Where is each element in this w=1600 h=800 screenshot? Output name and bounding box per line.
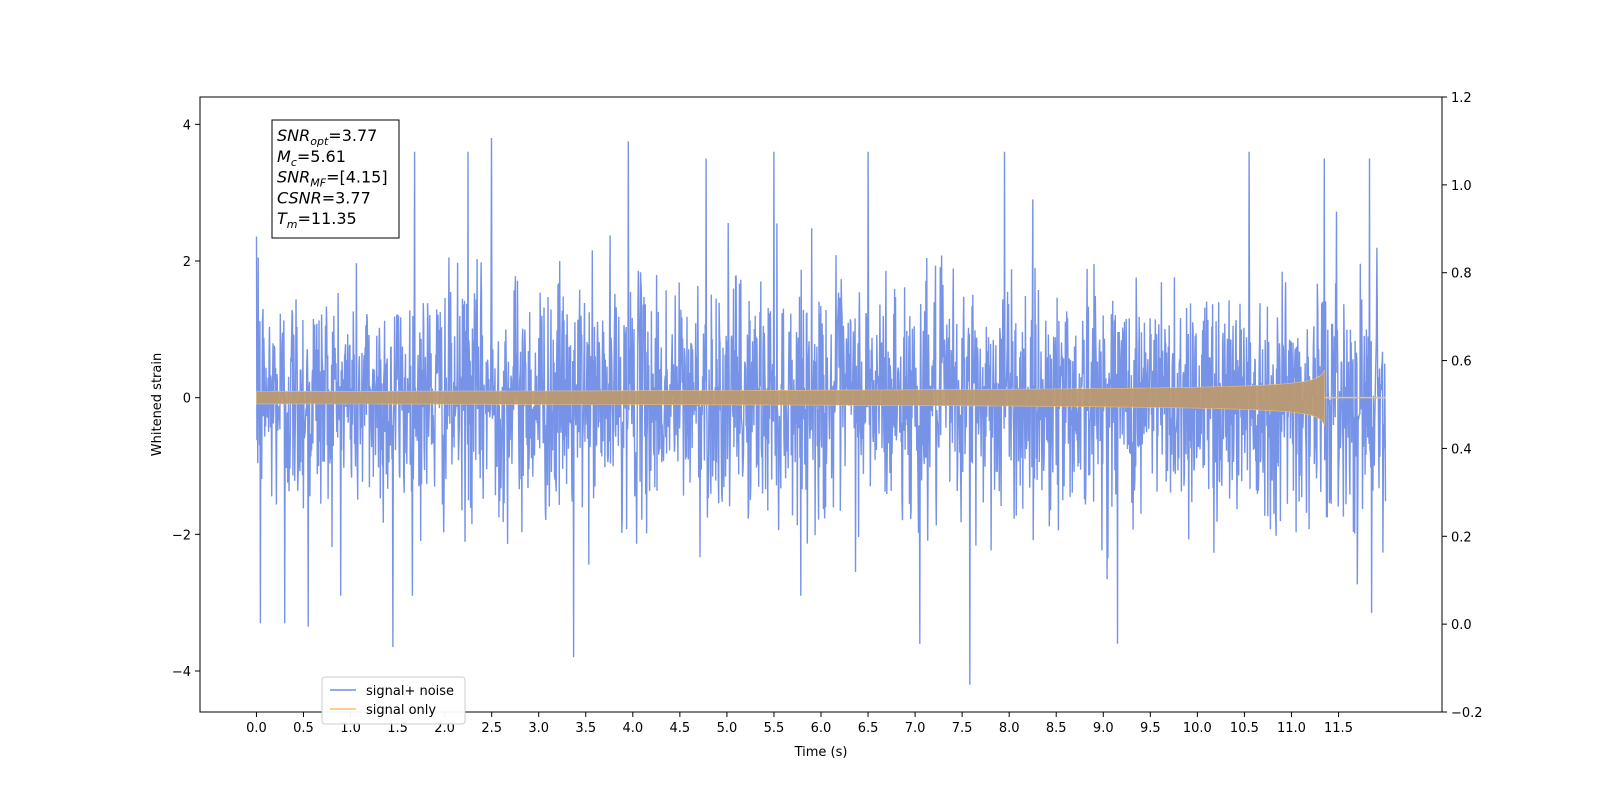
annotation-value: =[4.15]: [326, 168, 388, 187]
y2-tick-label: 0.2: [1451, 530, 1472, 545]
annotation-line: SNRopt=3.77: [277, 126, 377, 148]
x-tick-label: 11.5: [1324, 721, 1353, 736]
legend-label: signal+ noise: [366, 684, 454, 699]
annotation-subscript: m: [287, 218, 298, 231]
x-tick-label: 0.5: [293, 721, 314, 736]
annotation-symbol: CSNR: [277, 188, 322, 207]
annotation-line: CSNR=3.77: [277, 188, 371, 207]
signal-noise-line: [255, 137, 1387, 685]
x-tick-label: 0.0: [246, 721, 267, 736]
y-axis-left: −4 −2 0 2 4: [172, 118, 200, 680]
y2-tick-label: −0.2: [1451, 706, 1483, 721]
annotation-box: SNRopt=3.77Mc=5.61SNRMF=[4.15]CSNR=3.77T…: [271, 119, 400, 239]
annotation-value: =5.61: [297, 147, 346, 166]
x-tick-label: 8.0: [999, 721, 1020, 736]
y-tick-label: −4: [172, 665, 191, 680]
annotation-line: SNRMF=[4.15]: [277, 168, 388, 190]
annotation-line: Mc=5.61: [277, 147, 346, 169]
annotation-value: =3.77: [322, 188, 371, 207]
y-axis-right: −0.2 0.0 0.2 0.4 0.6 0.8 1.0 1.2: [1442, 91, 1483, 721]
y-tick-label: 4: [183, 118, 191, 133]
annotation-subscript: opt: [310, 135, 329, 148]
x-tick-label: 2.5: [481, 721, 502, 736]
series-signal-only: [256, 369, 1386, 427]
x-tick-label: 4.0: [622, 721, 643, 736]
x-tick-label: 3.0: [528, 721, 549, 736]
annotation-value: =3.77: [328, 126, 377, 145]
x-tick-label: 4.5: [670, 721, 691, 736]
x-tick-label: 7.5: [952, 721, 973, 736]
x-tick-label: 1.0: [340, 721, 361, 736]
y2-tick-label: 0.0: [1451, 618, 1472, 633]
annotation-value: =11.35: [298, 209, 357, 228]
x-tick-label: 6.0: [811, 721, 832, 736]
y2-tick-label: 0.8: [1451, 267, 1472, 282]
x-tick-label: 1.5: [387, 721, 408, 736]
series-signal-noise: [255, 137, 1387, 685]
x-tick-label: 10.0: [1183, 721, 1212, 736]
annotation-symbol: SNR: [277, 126, 310, 145]
annotation-symbol: SNR: [277, 168, 310, 187]
legend-label: signal only: [366, 703, 436, 718]
x-tick-label: 9.0: [1093, 721, 1114, 736]
signal-only-chirp: [256, 369, 1325, 427]
y-axis-label: Whitened strain: [150, 353, 165, 456]
y-tick-label: −2: [172, 528, 191, 543]
y2-tick-label: 1.2: [1451, 91, 1472, 106]
x-tick-label: 11.0: [1277, 721, 1306, 736]
legend: signal+ noise signal only: [321, 676, 466, 725]
annotation-subscript: c: [291, 156, 297, 169]
x-tick-label: 3.5: [575, 721, 596, 736]
annotation-frame: [271, 119, 400, 239]
x-axis: 0.0 0.5 1.0 1.5 2.0 2.5 3.0 3.5 4.0 4.5 5.0 5.5 6.0 6…: [246, 712, 1353, 736]
x-tick-label: 5.0: [717, 721, 738, 736]
annotation-subscript: MF: [310, 177, 326, 190]
x-axis-label: Time (s): [794, 745, 848, 760]
x-tick-label: 9.5: [1140, 721, 1161, 736]
x-tick-label: 7.0: [905, 721, 926, 736]
y-tick-label: 2: [183, 255, 191, 270]
y2-tick-label: 0.4: [1451, 442, 1472, 457]
annotation-symbol: T: [277, 209, 288, 228]
x-tick-label: 6.5: [858, 721, 879, 736]
y2-tick-label: 0.6: [1451, 355, 1472, 370]
y-tick-label: 0: [183, 392, 191, 407]
x-tick-label: 8.5: [1046, 721, 1067, 736]
legend-frame: [321, 676, 466, 725]
y2-tick-label: 1.0: [1451, 179, 1472, 194]
x-tick-label: 10.5: [1230, 721, 1259, 736]
x-tick-label: 2.0: [434, 721, 455, 736]
annotation-line: Tm=11.35: [277, 209, 357, 231]
annotation-symbol: M: [277, 147, 291, 166]
x-tick-label: 5.5: [764, 721, 785, 736]
